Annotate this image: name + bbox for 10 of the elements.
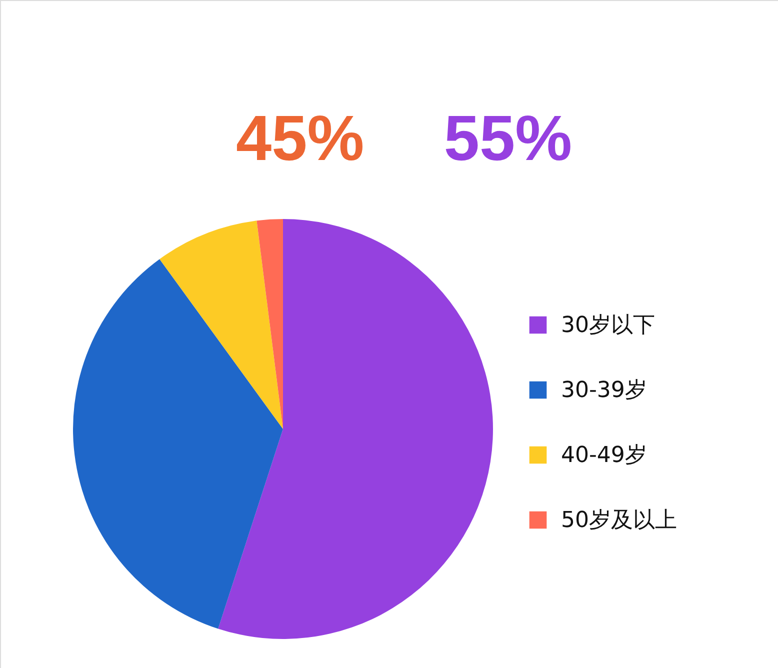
legend-label: 30岁以下 xyxy=(561,313,655,338)
legend-label: 50岁及以上 xyxy=(561,508,677,533)
text: 45% xyxy=(236,102,364,174)
text: 55% xyxy=(444,102,572,174)
pie-slice xyxy=(73,259,283,629)
pie-slice xyxy=(218,219,493,639)
legend-label: 40-49岁 xyxy=(561,443,647,468)
pie-slice xyxy=(160,220,283,429)
legend-label: 30-39岁 xyxy=(561,378,647,403)
pie-slice xyxy=(256,219,283,429)
